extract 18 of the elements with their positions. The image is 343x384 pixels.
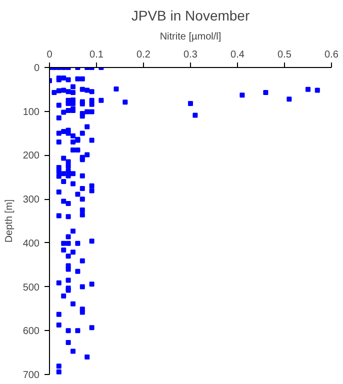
x-tick-label: 0.5 <box>278 50 292 60</box>
chart-title: JPVB in November <box>131 8 250 24</box>
y-tick-label: 300 <box>22 194 40 206</box>
y-tick-label: 400 <box>22 238 40 250</box>
y-tick-label: 700 <box>22 370 40 381</box>
y-tick-label: 200 <box>22 150 40 162</box>
x-tick-label: 0.1 <box>90 50 104 60</box>
y-tick-label: 100 <box>22 106 40 118</box>
x-tick-label: 0.3 <box>184 50 198 60</box>
x-tick-label: 0 <box>46 50 53 60</box>
y-tick-label: 600 <box>22 326 40 338</box>
x-axis-title: Nitrite [µmol/l] <box>160 32 222 42</box>
y-axis-title: Depth [m] <box>4 199 15 243</box>
y-tick-label: 0 <box>34 63 40 74</box>
x-tick-label: 0.4 <box>230 50 245 60</box>
y-tick-label: 500 <box>22 282 40 294</box>
x-tick-label: 0.2 <box>136 50 151 60</box>
x-tick-label: 0.6 <box>324 50 339 60</box>
